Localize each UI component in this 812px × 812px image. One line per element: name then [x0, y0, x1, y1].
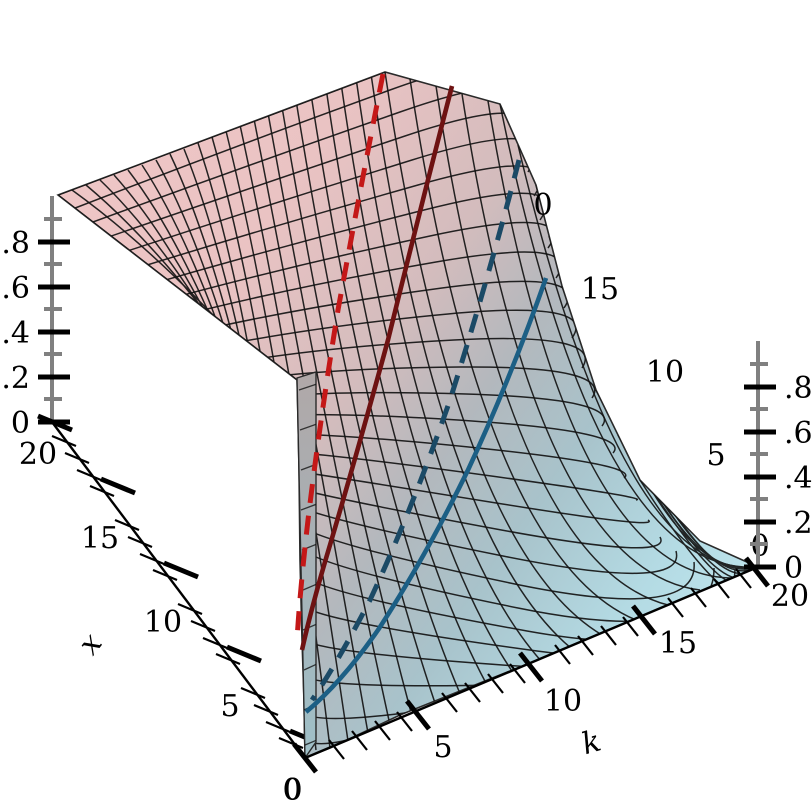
surface-contour-curves — [294, 73, 549, 714]
k-tick-10: 10 — [544, 684, 582, 719]
z-left-tick-04: .4 — [1, 316, 30, 351]
z-left-tick-0: 0 — [11, 406, 30, 441]
axis-label-k: k — [578, 724, 605, 763]
axis-z-right-ticklabels: 0 .2 .4 .6 .8 — [784, 371, 812, 586]
k-tick-0: 0 — [283, 773, 302, 808]
x-tick-15: 15 — [81, 521, 119, 556]
x-tick-0: 0 — [282, 773, 301, 808]
k-back-tick-15: 15 — [581, 272, 619, 307]
axis-x-ticklabels: 20 15 10 5 0 — [19, 437, 302, 808]
x-tick-5: 5 — [220, 689, 239, 724]
axis-z-left — [38, 196, 70, 425]
x-tick-10: 10 — [144, 605, 182, 640]
x-tick-20: 20 — [19, 437, 57, 472]
z-left-tick-06: .6 — [1, 271, 30, 306]
z-left-tick-08: .8 — [1, 226, 30, 261]
z-right-tick-02: .2 — [784, 506, 812, 541]
z-left-tick-02: .2 — [1, 361, 30, 396]
k-tick-20: 20 — [771, 579, 809, 614]
axis-k — [292, 556, 770, 774]
k-tick-15: 15 — [659, 626, 697, 661]
z-right-tick-04: .4 — [784, 461, 812, 496]
curve-darkred-solid — [299, 85, 455, 651]
k-back-tick-10: 10 — [646, 355, 684, 390]
surface-mesh — [56, 71, 761, 760]
axis-z-left-ticklabels: 0 .2 .4 .6 .8 — [1, 226, 30, 441]
axis-k-ticklabels: 0 5 10 15 20 — [283, 579, 809, 808]
k-tick-5: 5 — [433, 730, 452, 765]
curve-red-dashed — [294, 73, 386, 641]
z-right-tick-06: .6 — [784, 416, 812, 451]
axis-x — [37, 413, 325, 759]
curve-blue-solid — [304, 277, 549, 714]
surface-cliff-face — [296, 371, 317, 761]
axis-z-right — [744, 341, 776, 570]
axis-label-x: x — [72, 627, 110, 662]
z-right-tick-08: .8 — [784, 371, 812, 406]
curve-darkblue-dashed — [309, 159, 522, 702]
k-back-tick-5: 5 — [706, 438, 725, 473]
k-back-tick-20: 0 — [533, 188, 552, 223]
z-right-tick-0: 0 — [784, 551, 803, 586]
